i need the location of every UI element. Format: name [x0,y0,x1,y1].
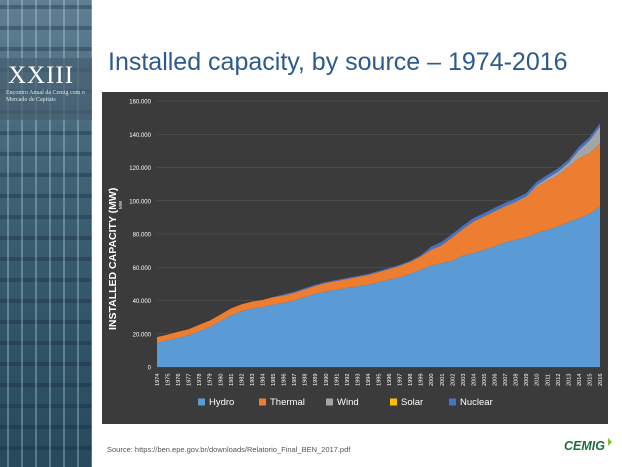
y-tick-label: 160.000 [129,100,151,106]
x-tick-label: 1977 [187,374,193,386]
legend-label-thermal: Thermal [270,397,305,408]
stacked-area-chart: 0 20.000 40.000 60.000 80.000 100.000 120.000 1… [107,100,604,409]
x-tick-label: 1991 [334,374,340,386]
source-citation: Source: https://ben.epe.gov.br/downloads… [107,445,351,454]
event-lockup [0,58,92,120]
x-tick-labels: 1974 1975 1976 1977 1978 1979 1980 1981 1982 1983… [155,374,604,386]
y-tick-labels: 0 20.000 40.000 60.000 80.000 100.000 120.000 1… [129,100,151,372]
sidebar-banner: XXIII Encontro Anual da Cemig com o Merc… [0,0,92,467]
y-tick-label: 80.000 [133,233,152,239]
x-tick-label: 1976 [176,374,182,386]
legend-swatch-hydro [198,398,205,406]
x-tick-label: 1999 [419,374,425,386]
y-tick-label: 120.000 [129,166,151,172]
cemig-logo: CEMIG [564,438,612,453]
event-subtitle: Encontro Anual da Cemig com o Mercado de… [6,90,85,103]
y-axis-label: INSTALLED CAPACITY (MW) [107,188,119,330]
event-title: XXIII [8,62,75,89]
y-tick-label: 60.000 [133,266,152,272]
x-tick-label: 1978 [197,374,203,386]
x-tick-label: 2008 [514,374,520,386]
x-tick-label: 1990 [324,374,330,386]
x-tick-label: 1986 [282,374,288,386]
y-tick-label: 20.000 [133,332,152,338]
x-tick-label: 1981 [229,374,235,386]
x-tick-label: 2002 [450,374,456,386]
x-tick-label: 1987 [292,374,298,386]
x-tick-label: 1982 [239,374,245,386]
x-tick-label: 1998 [408,374,414,386]
legend-swatch-wind [326,398,333,406]
x-tick-label: 2001 [440,374,446,386]
x-tick-label: 1979 [208,374,214,386]
x-tick-label: 1975 [166,374,172,386]
legend-label-nuclear: Nuclear [460,397,493,408]
legend-label-hydro: Hydro [209,397,234,408]
x-tick-label: 2010 [535,374,541,386]
x-tick-label: 1997 [398,374,404,386]
legend-swatch-thermal [259,398,266,406]
x-tick-label: 1983 [250,374,256,386]
legend: Hydro Thermal Wind Solar Nuclear [198,397,493,408]
x-tick-label: 2006 [493,374,499,386]
x-tick-label: 1974 [155,374,161,386]
x-tick-label: 1980 [218,374,224,386]
x-tick-label: 2007 [503,374,509,386]
x-tick-label: 1995 [377,374,383,386]
logo-swoosh-icon [608,438,612,446]
x-tick-label: 1988 [303,374,309,386]
x-tick-label: 2016 [598,374,604,386]
x-tick-label: 1985 [271,374,277,386]
x-tick-label: 1992 [345,374,351,386]
x-tick-label: 2014 [577,374,583,386]
legend-swatch-nuclear [449,398,456,406]
x-tick-label: 2005 [482,374,488,386]
x-tick-label: 2012 [556,374,562,386]
area-hydro [157,206,600,367]
x-tick-label: 2000 [429,374,435,386]
slide-title: Installed capacity, by source – 1974-201… [108,48,568,76]
y-axis-unit-label: MW [118,200,123,209]
legend-swatch-solar [390,398,397,406]
x-tick-label: 1996 [387,374,393,386]
x-tick-label: 1994 [366,374,372,386]
area-series [157,123,600,367]
x-tick-label: 2003 [461,374,467,386]
x-tick-label: 2004 [471,374,477,386]
x-tick-label: 2011 [545,374,551,386]
y-tick-label: 0 [148,366,152,372]
x-tick-label: 1993 [355,374,361,386]
y-tick-label: 40.000 [133,299,152,305]
x-tick-label: 1984 [260,374,266,386]
x-tick-label: 2013 [566,374,572,386]
x-tick-label: 2015 [587,374,593,386]
x-tick-label: 1989 [313,374,319,386]
x-tick-label: 2009 [524,374,530,386]
legend-label-solar: Solar [401,397,423,408]
legend-label-wind: Wind [337,397,359,408]
y-tick-label: 100.000 [129,199,151,205]
logo-wordmark: CEMIG [564,439,605,453]
y-tick-label: 140.000 [129,133,151,139]
chart-area: 0 20.000 40.000 60.000 80.000 100.000 120.000 1… [102,92,608,424]
